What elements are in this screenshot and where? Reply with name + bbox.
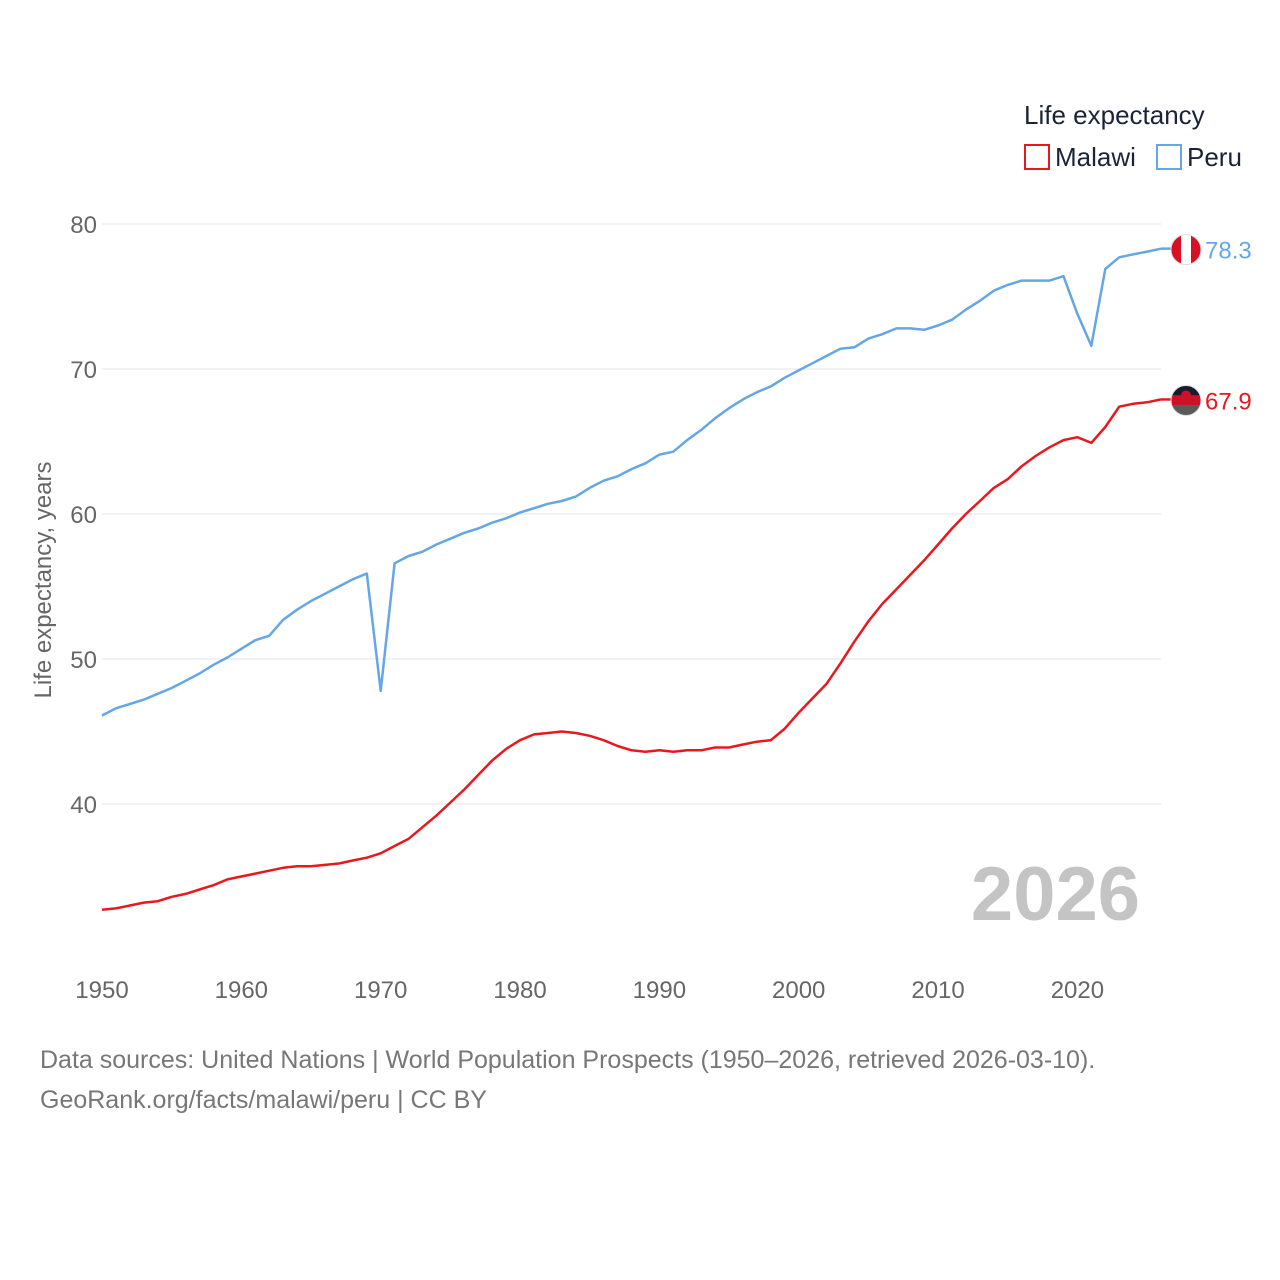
legend-item-malawi[interactable]: Malawi: [1024, 142, 1136, 172]
legend-swatch-malawi: [1024, 144, 1050, 170]
source-line: Data sources: United Nations | World Pop…: [40, 1046, 1096, 1074]
x-tick-label: 1960: [215, 977, 268, 1004]
x-axis-ticks: 1950 1960 1970 1980 1990 2000 2010 2020: [75, 977, 1104, 1004]
y-axis-ticks: 40 50 60 70 80: [70, 212, 97, 819]
end-value-label-malawi: 67.9: [1205, 388, 1252, 415]
peru-flag-icon: [1171, 234, 1201, 265]
x-tick-label: 2020: [1051, 977, 1104, 1004]
y-tick-label: 80: [70, 212, 97, 239]
legend-label-peru: Peru: [1187, 142, 1242, 172]
malawi-flag-icon: [1171, 385, 1201, 416]
legend: Life expectancy Malawi Peru: [1024, 100, 1242, 172]
x-tick-label: 1970: [354, 977, 407, 1004]
legend-item-peru[interactable]: Peru: [1156, 142, 1242, 172]
grid-lines: [102, 223, 1161, 805]
x-tick-label: 2010: [911, 977, 964, 1004]
legend-swatch-peru: [1156, 144, 1182, 170]
site-line[interactable]: GeoRank.org/facts/malawi/peru | CC BY: [40, 1086, 487, 1114]
x-tick-label: 1950: [75, 977, 128, 1004]
y-tick-label: 50: [70, 647, 97, 674]
data-source-footer: Data sources: United Nations | World Pop…: [40, 1040, 1240, 1120]
legend-label-malawi: Malawi: [1055, 142, 1136, 172]
y-tick-label: 40: [70, 792, 97, 819]
y-axis-label: Life expectancy, years: [30, 461, 57, 698]
y-tick-label: 70: [70, 357, 97, 384]
series-lines: [101, 247, 1162, 912]
series-line-peru: [101, 247, 1162, 717]
end-markers: 67.9 78.3: [1161, 234, 1252, 416]
x-tick-label: 1990: [633, 977, 686, 1004]
year-watermark: 2026: [971, 852, 1140, 937]
x-tick-label: 1980: [493, 977, 546, 1004]
y-tick-label: 60: [70, 502, 97, 529]
series-line-malawi: [101, 398, 1162, 912]
x-tick-label: 2000: [772, 977, 825, 1004]
legend-title: Life expectancy: [1024, 100, 1205, 130]
end-value-label-peru: 78.3: [1205, 238, 1252, 265]
